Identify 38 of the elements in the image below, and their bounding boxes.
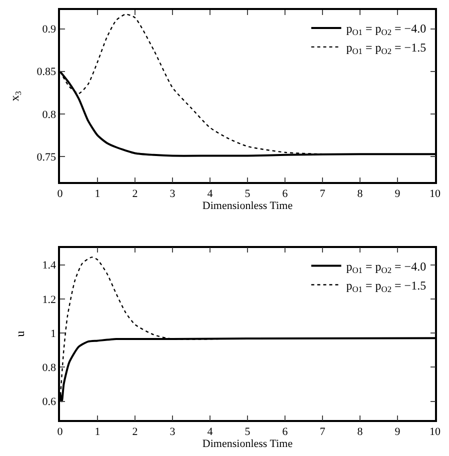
x-tick-label: 5	[244, 188, 251, 200]
x-tick-label: 3	[170, 188, 176, 200]
x-tick-label: 0	[57, 426, 64, 438]
x-tick-label: 2	[132, 426, 138, 438]
x-tick-label: 4	[207, 188, 214, 200]
x-tick-label: 2	[132, 188, 138, 200]
x-tick-label: 0	[57, 188, 64, 200]
y-tick-label: 0.8	[42, 108, 57, 121]
x-tick-label: 7	[320, 426, 326, 438]
x-tick-label: 1	[94, 426, 100, 438]
x-tick-label: 9	[394, 188, 401, 200]
x-tick-label: 10	[430, 426, 441, 438]
y-tick-label: 1.2	[42, 294, 56, 306]
y-tick-label: 0.8	[42, 362, 57, 374]
x-tick-label: 8	[357, 188, 364, 200]
x-tick-label: 1	[94, 188, 100, 200]
x-tick-label: 4	[207, 426, 214, 438]
y-axis-title: u	[13, 330, 28, 337]
y-tick-label: 0.9	[42, 24, 57, 36]
legend-label: p$_{O1}$ = p$_{O2}$ = −1.5	[346, 40, 426, 56]
y-tick-label: 0.75	[36, 151, 57, 164]
y-tick-label: 0.85	[36, 66, 57, 78]
x-tick-label: 6	[282, 426, 288, 438]
legend-label: p$_{O1}$ = p$_{O2}$ = −4.0	[346, 259, 426, 275]
x-axis-title: Dimensionless Time	[202, 438, 293, 450]
x-tick-label: 10	[430, 188, 441, 200]
x-tick-label: 3	[170, 426, 176, 438]
legend-label: p$_{O1}$ = p$_{O2}$ = −4.0	[346, 22, 426, 38]
x-tick-label: 5	[244, 426, 251, 438]
x-tick-label: 7	[320, 188, 326, 200]
y-tick-label: 1	[50, 328, 56, 340]
y-tick-label: 0.6	[42, 396, 57, 408]
x-tick-label: 8	[357, 426, 364, 438]
y-tick-label: 1.4	[42, 260, 57, 272]
x-axis-title: Dimensionless Time	[202, 200, 293, 212]
x-tick-label: 9	[394, 426, 401, 438]
x-tick-label: 6	[282, 188, 288, 200]
legend-label: p$_{O1}$ = p$_{O2}$ = −1.5	[346, 278, 426, 294]
